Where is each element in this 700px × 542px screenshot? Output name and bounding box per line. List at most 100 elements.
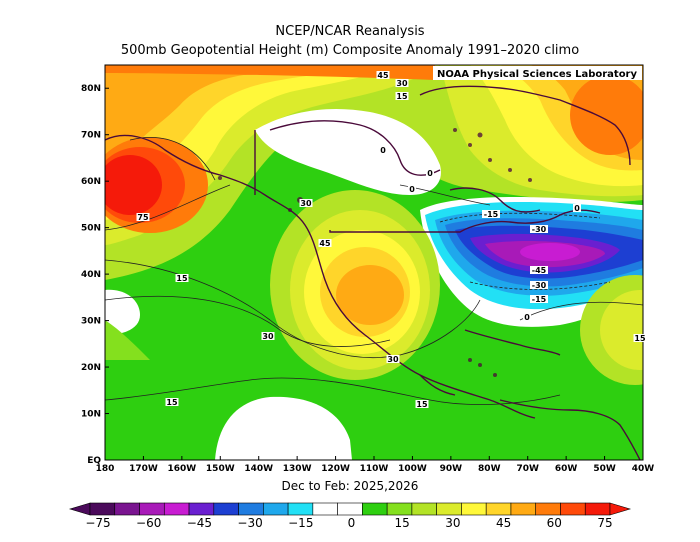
colorbar-label: −45: [187, 516, 212, 530]
latitude-tick-label: 40N: [81, 270, 101, 280]
colorbar-cell: [411, 502, 437, 516]
colorbar-cell: [238, 502, 264, 516]
contour-label-bg: [175, 274, 189, 282]
colorbar-cell: [188, 502, 215, 516]
latitude-tick-label: 60N: [81, 177, 101, 187]
contour-label: 0: [380, 146, 386, 155]
contour-label: -30: [532, 225, 547, 234]
contour-label: 0: [524, 313, 530, 322]
colorbar-cell: [510, 502, 537, 516]
contour-label-bg: [395, 92, 409, 100]
chart-title: NCEP/NCAR Reanalysis: [275, 24, 425, 39]
colorbar-cell: [386, 502, 413, 516]
colorbar-arrow-right: [609, 502, 632, 516]
contour-label-bg: [523, 313, 531, 321]
latitude-axis: EQ 10N 20N 30N 40N 50N 60N 70N 80N: [81, 84, 109, 466]
colorbar-cell: [312, 502, 338, 516]
longitude-tick-label: 90W: [440, 464, 463, 474]
longitude-tick-label: 160W: [167, 464, 196, 474]
longitude-tick-label: 140W: [244, 464, 273, 474]
contour-label: 0: [409, 185, 415, 194]
contour-label-bg: [482, 210, 500, 218]
contour-label-bg: [530, 281, 548, 289]
contour-label: -45: [532, 266, 547, 275]
contour-label-bg: [376, 71, 390, 79]
credit-text: NOAA Physical Sciences Laboratory: [437, 69, 638, 80]
colorbar-cell: [337, 502, 363, 516]
latitude-tick-label: 70N: [81, 131, 101, 141]
colorbar-cell: [584, 502, 611, 516]
colorbar-label: −75: [85, 516, 110, 530]
contour-label-bg: [633, 334, 647, 342]
chart-subtitle: 500mb Geopotential Height (m) Composite …: [120, 43, 580, 58]
contour-label-bg: [261, 332, 275, 340]
contour-label-bg: [415, 400, 429, 408]
colorbar-arrow-left: [68, 502, 91, 516]
latitude-tick-label: 20N: [81, 363, 101, 373]
colorbar-label: 75: [597, 516, 612, 530]
colorbar-label: −30: [237, 516, 262, 530]
credit-box: [433, 66, 642, 80]
longitude-tick-label: 130W: [283, 464, 312, 474]
contour-label: 15: [166, 398, 178, 407]
colorbar-label: 15: [395, 516, 410, 530]
colorbar-cell: [436, 502, 462, 516]
longitude-tick-label: 170W: [129, 464, 158, 474]
contour-label: 30: [262, 332, 274, 341]
colorbar-label: 30: [445, 516, 460, 530]
contour-label-bg: [136, 213, 150, 221]
contour-label: 30: [396, 79, 408, 88]
colorbar-cell: [89, 502, 116, 516]
contour-label: 15: [396, 92, 408, 101]
map-field: [105, 65, 643, 460]
contour-label: 75: [137, 213, 149, 222]
contour-label: 15: [176, 274, 188, 283]
period-label: Dec to Feb: 2025,2026: [281, 479, 419, 493]
contour-label-bg: [299, 199, 313, 207]
colorbar-cell: [139, 502, 165, 516]
colorbar-cell: [362, 502, 388, 516]
contour-label: -15: [484, 210, 499, 219]
contour-label-bg: [318, 239, 332, 247]
colorbar-cell: [461, 502, 487, 516]
longitude-tick-label: 60W: [555, 464, 578, 474]
contour-label-bg: [386, 355, 400, 363]
contour-label: 45: [377, 71, 389, 80]
contour-label: 30: [387, 355, 399, 364]
contour-label: -15: [532, 295, 547, 304]
contour-label: 15: [634, 334, 646, 343]
colorbar-label: −60: [136, 516, 161, 530]
contour-label-bg: [530, 295, 548, 303]
latitude-tick-label: 80N: [81, 84, 101, 94]
contour-label-bg: [426, 169, 434, 177]
colorbar-cell: [535, 502, 561, 516]
longitude-axis: 180 170W 160W 150W 140W 130W 120W 110W 100W 90W 80…: [96, 456, 655, 474]
longitude-tick-label: 110W: [360, 464, 389, 474]
longitude-tick-label: 180: [96, 464, 115, 474]
contour-label: 15: [416, 400, 428, 409]
contour-label-bg: [408, 185, 416, 193]
latitude-tick-label: 30N: [81, 317, 101, 327]
longitude-tick-label: 150W: [206, 464, 235, 474]
contour-label-bg: [530, 266, 548, 274]
latitude-tick-label: 50N: [81, 224, 101, 234]
colorbar-label: −15: [288, 516, 313, 530]
longitude-tick-label: 80W: [478, 464, 501, 474]
colorbar-cell: [287, 502, 314, 516]
colorbar-label: 60: [547, 516, 562, 530]
latitude-tick-label: 10N: [81, 410, 101, 420]
longitude-tick-label: 50W: [593, 464, 616, 474]
colorbar-cell: [560, 502, 586, 516]
contour-label-bg: [395, 79, 409, 87]
contour-label: 45: [319, 239, 331, 248]
contour-label-bg: [379, 146, 387, 154]
longitude-tick-label: 40W: [632, 464, 655, 474]
contour-label: 0: [574, 204, 580, 213]
colorbar-cell: [114, 502, 140, 516]
colorbar-labels: −75 −60 −45 −30 −15 0 15 30 45 60 75: [85, 516, 612, 530]
contour-labels: 453015075304515301530150-15-30-45-30-150…: [136, 71, 647, 409]
longitude-tick-label: 100W: [398, 464, 427, 474]
colorbar-label: 45: [496, 516, 511, 530]
